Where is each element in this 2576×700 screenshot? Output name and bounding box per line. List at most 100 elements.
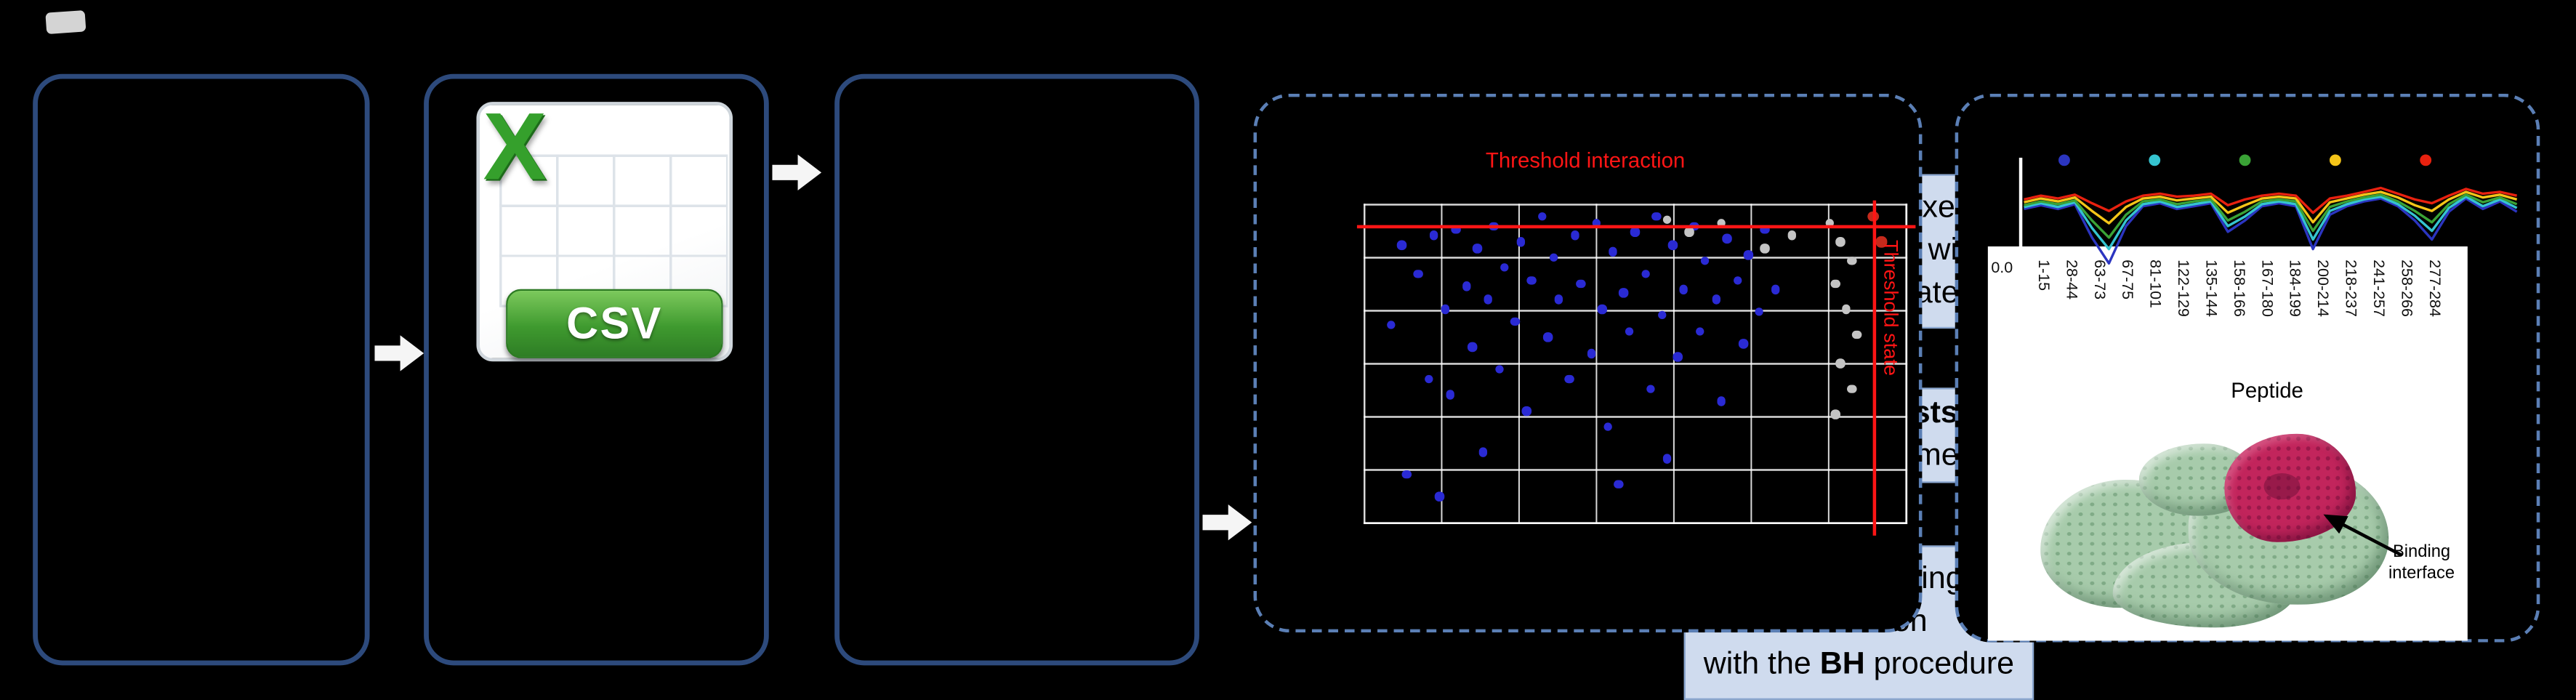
peptide-tick-label: 277-284 — [2425, 260, 2443, 317]
scatter-dot-gray — [1852, 329, 1861, 339]
scatter-dot-gray — [1825, 218, 1835, 228]
legend-dot — [2058, 154, 2070, 166]
scatter-dot-blue — [1576, 278, 1585, 289]
uptake-lines — [2024, 186, 2518, 265]
scatter-dot-gray — [1662, 214, 1672, 225]
binding-interface-shading — [2263, 472, 2301, 500]
flow-arrow-right-icon — [1202, 504, 1252, 541]
scatter-dot-blue — [1526, 275, 1537, 285]
scatter-dot-gray — [1841, 304, 1851, 314]
statistics-panel: Fit a linear mixed- effects model with R… — [834, 73, 2034, 700]
spreadsheet-grid — [499, 154, 728, 307]
legend-dots — [2058, 154, 2486, 171]
scatter-dot-blue — [1510, 317, 1521, 326]
scatter-dot-blue — [1597, 304, 1607, 314]
threshold-line-horizontal — [1356, 225, 1916, 229]
scatter-dot-blue — [1700, 256, 1710, 266]
scatter-dot-blue — [1662, 454, 1672, 464]
scatter-dot-blue — [1554, 294, 1563, 304]
step-line: with the BH procedure — [1703, 647, 2015, 683]
pvalue-scatter-plot — [1356, 200, 1916, 536]
scatter-dot-gray — [1830, 409, 1840, 419]
scatter-points — [1364, 204, 1906, 522]
scatter-dot-gray — [1847, 384, 1856, 393]
corner-mark — [45, 9, 86, 35]
peptide-tick-label: 1-15 — [2034, 260, 2052, 291]
csv-file-icon: X CSV — [470, 94, 739, 370]
peptide-tick-label: 67-75 — [2117, 260, 2136, 300]
scatter-dot-gray — [1717, 218, 1726, 228]
scatter-dot-blue — [1646, 384, 1656, 393]
threshold-line-vertical — [1872, 200, 1876, 536]
scatter-dot-blue — [1619, 288, 1629, 298]
scatter-dot-blue — [1738, 339, 1748, 349]
scatter-dot-blue — [1771, 285, 1781, 294]
scatter-dot-blue — [1657, 310, 1667, 320]
scatter-dot-blue — [1695, 326, 1704, 336]
scatter-dot-blue — [1630, 228, 1640, 237]
peptide-tick-label: 158-166 — [2229, 260, 2247, 317]
scatter-dot-blue — [1494, 365, 1504, 374]
csv-panel: X CSV — [424, 73, 769, 666]
peptide-tick-label: 184-199 — [2285, 260, 2303, 317]
scatter-dot-blue — [1521, 406, 1531, 416]
flow-arrow-right-icon — [772, 154, 822, 191]
peptide-tick-label: 135-144 — [2201, 260, 2220, 317]
scatter-dot-blue — [1424, 374, 1433, 384]
scatter-dot-blue — [1396, 241, 1406, 250]
binding-interface-label: Binding interface — [2388, 542, 2455, 584]
scatter-dot-blue — [1678, 285, 1689, 294]
excel-x-logo: X — [483, 93, 547, 201]
legend-dot — [2149, 154, 2161, 166]
scatter-dot-blue — [1587, 349, 1596, 358]
scatter-dot-blue — [1429, 230, 1439, 241]
peptide-tick-label: 218-237 — [2340, 260, 2359, 317]
csv-banner: CSV — [506, 289, 723, 358]
threshold-interaction-label: Threshold interaction — [1485, 148, 1686, 173]
scatter-dot-blue — [1467, 342, 1477, 352]
scatter-dot-blue — [1386, 320, 1396, 330]
scatter-dot-blue — [1614, 479, 1623, 489]
scatter-dot-blue — [1641, 269, 1651, 278]
scatter-dot-blue — [1603, 422, 1612, 432]
peptide-tick-label: 63-73 — [2089, 260, 2108, 300]
scatter-dot-blue — [1516, 237, 1526, 247]
scatter-dot-blue — [1537, 212, 1547, 221]
scatter-dot-blue — [1473, 244, 1482, 253]
scatter-dot-blue — [1570, 230, 1580, 241]
uptake-y-axis — [2018, 157, 2022, 250]
scatter-dot-blue — [1625, 326, 1634, 336]
spreadsheet-sheet: X CSV — [476, 94, 733, 362]
scatter-dot-blue — [1478, 448, 1488, 457]
scatter-dot-blue — [1413, 269, 1422, 278]
peptide-tick-label: 28-44 — [2061, 260, 2080, 300]
scatter-dot-blue — [1592, 218, 1601, 228]
input-panel — [33, 73, 370, 666]
csv-banner-label: CSV — [566, 298, 663, 348]
scatter-dot-blue — [1711, 294, 1720, 304]
scatter-dot-gray — [1787, 230, 1797, 241]
scatter-dot-gray — [1684, 228, 1694, 237]
legend-dot — [2239, 154, 2251, 166]
scatter-dot-gray — [1847, 256, 1856, 266]
scatter-dot-gray — [1760, 244, 1770, 253]
peptide-tick-label: 200-214 — [2313, 260, 2332, 317]
legend-dot — [2420, 154, 2432, 166]
y-tick-label: 0.0 — [1991, 260, 2013, 278]
flow-arrow-right-icon — [374, 335, 424, 371]
scatter-dot-blue — [1667, 241, 1678, 250]
scatter-dot-blue — [1651, 212, 1661, 221]
peptide-tick-label: 122-129 — [2173, 260, 2192, 317]
threshold-state-label: Threshold state — [1879, 239, 1903, 376]
peptide-axis-label: Peptide — [2231, 377, 2303, 403]
scatter-dot-blue — [1440, 304, 1450, 314]
peptide-tick-label: 241-257 — [2369, 260, 2388, 317]
scatter-dot-blue — [1565, 374, 1574, 384]
scatter-dot-gray — [1830, 278, 1840, 289]
scatter-dot-gray — [1836, 237, 1846, 247]
scatter-dot-blue — [1755, 307, 1764, 317]
peptide-ticks: 1-15 28-44 63-73 67-75 81-101 122-129 135-144 1… — [2032, 257, 2460, 385]
scatter-dot-blue — [1717, 396, 1726, 406]
scatter-dot-blue — [1435, 492, 1444, 502]
